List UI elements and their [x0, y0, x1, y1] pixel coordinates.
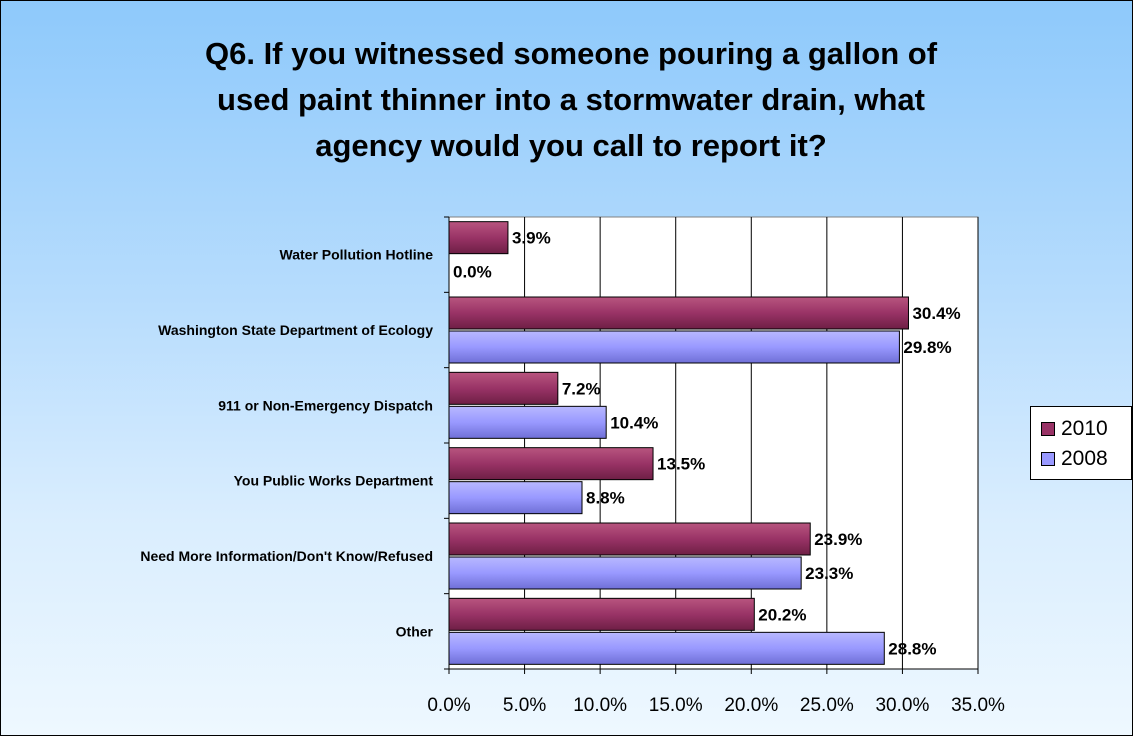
- x-tick-label: 35.0%: [951, 695, 1005, 716]
- bar-2008-4: [448, 556, 802, 590]
- x-tick-label: 20.0%: [724, 695, 778, 716]
- x-tick-label: 30.0%: [875, 695, 929, 716]
- x-tick-label: 15.0%: [649, 695, 703, 716]
- legend-label-2010: 2010: [1061, 417, 1108, 440]
- bar-2010-2: [448, 371, 559, 405]
- x-tick-label: 5.0%: [503, 695, 546, 716]
- data-label-2008-4: 23.3%: [805, 564, 853, 583]
- bar-2008-3: [448, 481, 583, 515]
- bar-2010-0: [448, 221, 509, 255]
- data-label-2010-3: 13.5%: [657, 455, 705, 474]
- x-tick-label: 0.0%: [427, 695, 470, 716]
- data-label-2008-0: 0.0%: [453, 263, 492, 282]
- data-label-2010-4: 23.9%: [814, 530, 862, 549]
- data-label-2010-0: 3.9%: [512, 229, 551, 248]
- category-label: You Public Works Department: [234, 473, 434, 489]
- bar-2008-2: [448, 405, 607, 439]
- bar-2010-3: [448, 447, 654, 481]
- data-label-2010-2: 7.2%: [562, 379, 601, 398]
- legend-swatch-2008: [1041, 452, 1055, 466]
- chart-title-line-1: Q6. If you witnessed someone pouring a g…: [204, 36, 938, 71]
- data-label-2008-1: 29.8%: [903, 338, 951, 357]
- chart-title-line-2: used paint thinner into a stormwater dra…: [217, 82, 925, 117]
- bar-2010-4: [448, 522, 811, 556]
- category-label: Other: [396, 623, 434, 639]
- legend: 2010 2008: [1030, 406, 1132, 480]
- x-tick-label: 25.0%: [800, 695, 854, 716]
- bar-2010-5: [448, 597, 755, 631]
- x-tick-label: 10.0%: [573, 695, 627, 716]
- category-label: 911 or Non-Emergency Dispatch: [218, 397, 433, 413]
- data-label-2008-3: 8.8%: [586, 489, 625, 508]
- legend-label-2008: 2008: [1061, 447, 1108, 470]
- chart-title-line-3: agency would you call to report it?: [315, 128, 827, 163]
- category-label: Washington State Department of Ecology: [158, 322, 433, 338]
- legend-item-2010: 2010: [1041, 417, 1108, 441]
- data-label-2010-5: 20.2%: [758, 605, 806, 624]
- bar-2010-1: [448, 296, 909, 330]
- category-label: Water Pollution Hotline: [280, 247, 434, 263]
- data-label-2008-2: 10.4%: [610, 413, 658, 432]
- legend-swatch-2010: [1041, 422, 1055, 436]
- bar-2008-5: [448, 631, 885, 665]
- category-label: Need More Information/Don't Know/Refused: [140, 548, 433, 564]
- bar-2008-1: [448, 330, 900, 364]
- data-label-2008-5: 28.8%: [888, 639, 936, 658]
- legend-item-2008: 2008: [1041, 447, 1108, 471]
- chart-title: Q6. If you witnessed someone pouring a g…: [121, 31, 1021, 169]
- data-label-2010-1: 30.4%: [912, 304, 960, 323]
